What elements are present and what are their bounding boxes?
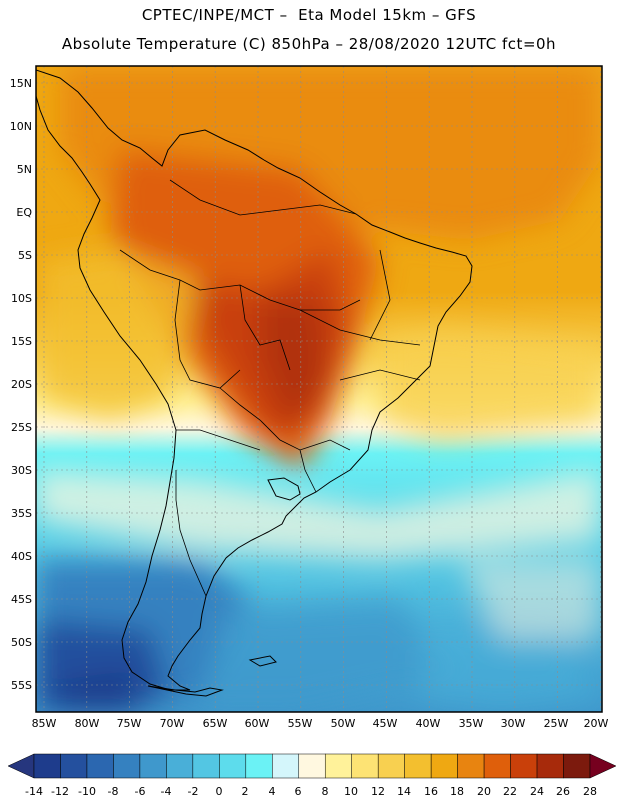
colorbar-label: 14 xyxy=(397,785,411,798)
colorbar-label: 6 xyxy=(295,785,302,798)
colorbar-cell xyxy=(86,753,114,779)
colorbar-label: -12 xyxy=(51,785,69,798)
colorbar-cell xyxy=(219,753,247,779)
lat-label: 5N xyxy=(17,163,32,176)
colorbar-cell xyxy=(113,753,141,779)
lon-label: 80W xyxy=(75,717,100,730)
lat-label: 20S xyxy=(11,378,32,391)
lat-label: 10N xyxy=(10,120,32,133)
colorbar-over-arrow xyxy=(589,753,617,779)
colorbar-label: 16 xyxy=(424,785,438,798)
colorbar-cell xyxy=(563,753,591,779)
colorbar-label: 0 xyxy=(216,785,223,798)
colorbar-cell xyxy=(298,753,326,779)
colorbar-label: -2 xyxy=(188,785,199,798)
colorbar-cell xyxy=(324,753,352,779)
colorbar-cell xyxy=(377,753,405,779)
colorbar-cell xyxy=(139,753,167,779)
colorbar-label: -10 xyxy=(78,785,96,798)
colorbar-cell xyxy=(483,753,511,779)
country-borders xyxy=(119,179,421,597)
colorbar-label: 8 xyxy=(322,785,329,798)
colorbar-label: -6 xyxy=(135,785,146,798)
lon-label: 75W xyxy=(117,717,142,730)
colorbar-cell xyxy=(192,753,220,779)
temperature-field xyxy=(36,66,602,712)
lon-label: 45W xyxy=(373,717,398,730)
colorbar-label: 22 xyxy=(503,785,517,798)
lon-label: 20W xyxy=(584,717,609,730)
lon-label: 65W xyxy=(203,717,228,730)
coastlines xyxy=(36,69,473,697)
lat-label: 15S xyxy=(11,335,32,348)
colorbar-cell xyxy=(166,753,194,779)
colorbar-cell xyxy=(272,753,300,779)
lat-label: 50S xyxy=(11,636,32,649)
map-frame xyxy=(35,65,603,713)
lon-label: 60W xyxy=(245,717,270,730)
lon-label: 85W xyxy=(32,717,57,730)
longitude-axis: 85W 80W 75W 70W 65W 60W 55W 50W 45W 40W … xyxy=(32,717,609,730)
lat-label: 5S xyxy=(18,249,32,262)
colorbar-cell xyxy=(510,753,538,779)
colorbar-labels: -14 -12 -10 -8 -6 -4 -2 0 2 4 6 8 10 12 … xyxy=(25,785,597,798)
colorbar-label: -8 xyxy=(108,785,119,798)
lat-label: 35S xyxy=(11,507,32,520)
colorbar: -14 -12 -10 -8 -6 -4 -2 0 2 4 6 8 10 12 … xyxy=(7,753,617,798)
colorbar-label: 20 xyxy=(477,785,491,798)
lat-label: 55S xyxy=(11,679,32,692)
lat-label: EQ xyxy=(16,206,32,219)
lon-label: 40W xyxy=(416,717,441,730)
colorbar-under-arrow xyxy=(7,753,35,779)
lat-label: 30S xyxy=(11,464,32,477)
colorbar-label: 24 xyxy=(530,785,544,798)
lon-label: 35W xyxy=(459,717,484,730)
title-line-2: Absolute Temperature (C) 850hPa – 28/08/… xyxy=(61,35,557,53)
colorbar-cell xyxy=(404,753,432,779)
lon-label: 55W xyxy=(288,717,313,730)
lat-label: 40S xyxy=(11,550,32,563)
colorbar-label: 12 xyxy=(371,785,385,798)
latitude-axis: 15N 10N 5N EQ 5S 10S 15S 20S 25S 30S 35S… xyxy=(10,77,33,692)
colorbar-label: 28 xyxy=(583,785,597,798)
colorbar-label: 10 xyxy=(344,785,358,798)
colorbar-label: -14 xyxy=(25,785,43,798)
lon-label: 30W xyxy=(501,717,526,730)
colorbar-cell xyxy=(351,753,379,779)
colorbar-cell xyxy=(457,753,485,779)
lat-label: 45S xyxy=(11,593,32,606)
colorbar-label: 4 xyxy=(269,785,276,798)
colorbar-cell xyxy=(60,753,88,779)
lon-label: 70W xyxy=(160,717,185,730)
lat-label: 10S xyxy=(11,292,32,305)
lon-label: 50W xyxy=(331,717,356,730)
title-line-1: CPTEC/INPE/MCT – Eta Model 15km – GFS xyxy=(141,6,477,24)
colorbar-cell xyxy=(245,753,273,779)
colorbar-cell xyxy=(33,753,61,779)
graticule xyxy=(36,66,602,712)
colorbar-label: 26 xyxy=(556,785,570,798)
lat-label: 15N xyxy=(10,77,32,90)
colorbar-label: 18 xyxy=(450,785,464,798)
colorbar-cell xyxy=(430,753,458,779)
colorbar-cell xyxy=(536,753,564,779)
lat-label: 25S xyxy=(11,421,32,434)
colorbar-label: 2 xyxy=(242,785,249,798)
colorbar-label: -4 xyxy=(161,785,172,798)
lon-label: 25W xyxy=(544,717,569,730)
